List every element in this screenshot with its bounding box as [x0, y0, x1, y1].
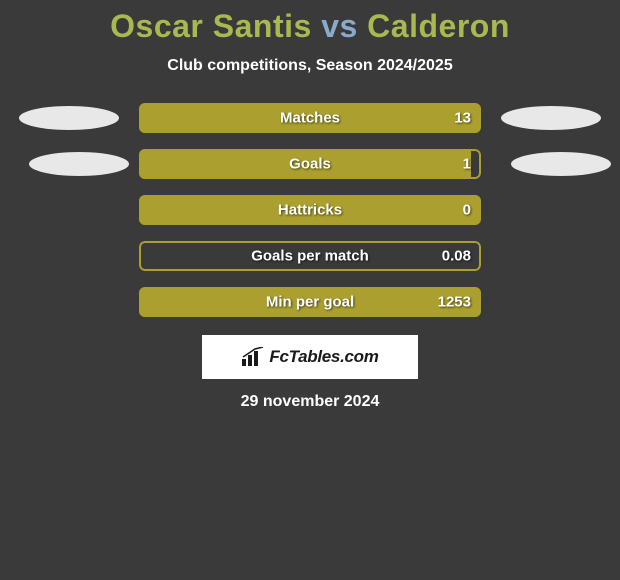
comparison-infographic: Oscar Santis vs Calderon Club competitio… — [0, 0, 620, 411]
vs-separator: vs — [321, 8, 358, 44]
stat-bar: Goals per match 0.08 — [139, 241, 481, 271]
stat-bar: Goals 1 — [139, 149, 481, 179]
ellipse-icon — [511, 152, 611, 176]
ellipse-icon — [19, 106, 119, 130]
stat-label: Min per goal — [266, 294, 354, 311]
stat-label: Matches — [280, 110, 340, 127]
stat-label: Hattricks — [278, 202, 342, 219]
stat-value: 13 — [454, 110, 471, 127]
stat-value: 1 — [463, 156, 471, 173]
stat-bar: Matches 13 — [139, 103, 481, 133]
ellipse-icon — [501, 106, 601, 130]
right-ellipse-slot — [491, 152, 611, 176]
left-ellipse-slot — [9, 152, 129, 176]
stat-rows: Matches 13 Goals 1 Hattricks 0 Goals per match… — [0, 103, 620, 317]
stat-value: 1253 — [438, 294, 471, 311]
date-text: 29 november 2024 — [0, 393, 620, 411]
stat-row: Min per goal 1253 — [0, 287, 620, 317]
player1-name: Oscar Santis — [110, 8, 312, 44]
stat-row: Goals per match 0.08 — [0, 241, 620, 271]
left-ellipse-slot — [9, 106, 129, 130]
stat-row: Goals 1 — [0, 149, 620, 179]
stat-row: Matches 13 — [0, 103, 620, 133]
stat-label: Goals — [289, 156, 331, 173]
page-title: Oscar Santis vs Calderon — [0, 8, 620, 45]
branding-text: FcTables.com — [269, 347, 378, 367]
stat-value: 0.08 — [442, 248, 471, 265]
stat-value: 0 — [463, 202, 471, 219]
subtitle: Club competitions, Season 2024/2025 — [0, 57, 620, 75]
branding-box: FcTables.com — [202, 335, 418, 379]
chart-icon — [241, 347, 265, 367]
stat-row: Hattricks 0 — [0, 195, 620, 225]
ellipse-icon — [29, 152, 129, 176]
stat-bar: Min per goal 1253 — [139, 287, 481, 317]
player2-name: Calderon — [367, 8, 510, 44]
stat-label: Goals per match — [251, 248, 369, 265]
right-ellipse-slot — [491, 106, 611, 130]
stat-bar: Hattricks 0 — [139, 195, 481, 225]
